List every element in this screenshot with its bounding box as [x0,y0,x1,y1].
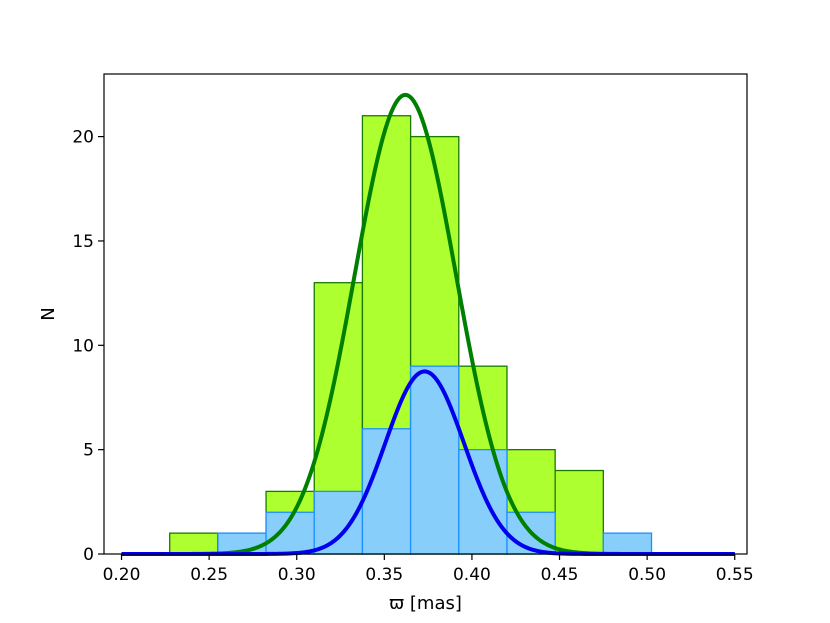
blue-bar-2 [313,490,364,555]
y-tick-label-4: 20 [72,128,94,148]
plot-frame [103,73,748,555]
x-tick-label-6: 0.50 [628,565,666,585]
x-axis: 0.20 0.25 0.30 0.35 0.40 0.45 0.50 0.55 [103,554,754,585]
x-tick-label-2: 0.30 [278,565,316,585]
blue-bar-4 [409,365,460,555]
y-tick-label-0: 0 [83,545,94,565]
y-tick-label-2: 10 [72,336,94,356]
x-tick-label-5: 0.45 [541,565,579,585]
x-tick-label-3: 0.35 [365,565,403,585]
y-axis-label: N [38,307,59,320]
y-tick-label-3: 15 [72,232,94,252]
y-tick-label-1: 5 [83,441,94,461]
x-axis-label: ϖ [mas] [389,593,462,614]
x-tick-label-1: 0.25 [190,565,228,585]
green-bar-8 [554,469,604,555]
green-bar-0 [169,532,219,555]
blue-bar-5 [458,449,508,555]
blue-bar-7 [602,532,653,555]
x-tick-label-0: 0.20 [103,565,141,585]
x-tick-label-4: 0.40 [453,565,491,585]
y-axis: 0 5 10 15 20 [72,128,104,565]
x-tick-label-7: 0.55 [716,565,754,585]
blue-bar-3 [361,428,412,555]
